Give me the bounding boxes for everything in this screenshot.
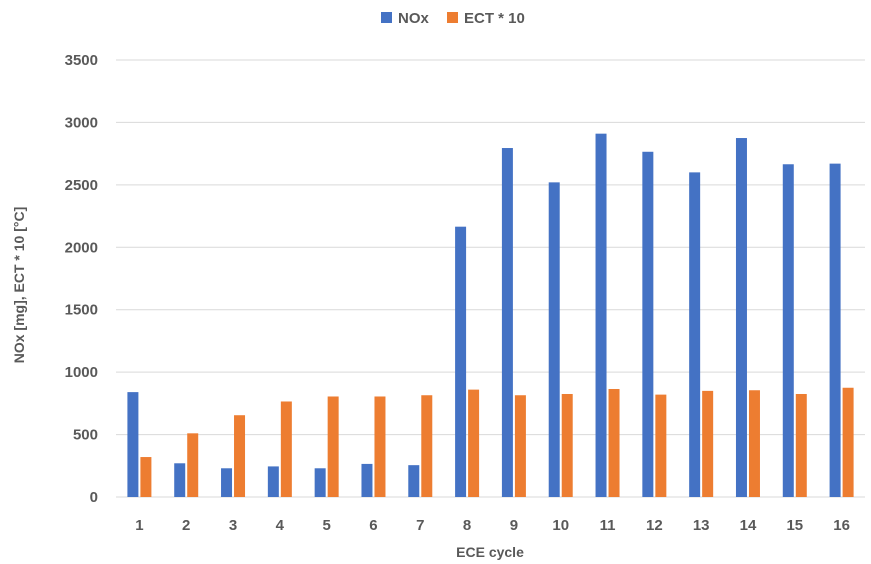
x-tick-label: 7 bbox=[416, 517, 424, 534]
bar-nox bbox=[782, 164, 794, 497]
bar-nox bbox=[642, 151, 654, 497]
legend-swatch bbox=[381, 12, 392, 23]
x-tick-label: 6 bbox=[369, 517, 377, 534]
bar-ect bbox=[795, 393, 807, 497]
y-tick-label: 1000 bbox=[65, 364, 98, 381]
legend-label: ECT * 10 bbox=[464, 10, 525, 27]
bar-nox bbox=[314, 468, 326, 497]
legend: NOx ECT * 10 bbox=[381, 10, 525, 27]
bar-ect bbox=[655, 394, 667, 497]
y-tick-label: 3500 bbox=[65, 52, 98, 69]
bar-nox bbox=[548, 182, 560, 498]
y-tick-label: 0 bbox=[90, 489, 98, 506]
y-tick-label: 2000 bbox=[65, 239, 98, 256]
bar-ect bbox=[374, 396, 386, 497]
bar-ect bbox=[187, 433, 199, 497]
y-tick-label: 2500 bbox=[65, 177, 98, 194]
x-tick-label: 2 bbox=[182, 517, 190, 534]
y-tick-label: 3000 bbox=[65, 114, 98, 131]
x-tick-label: 15 bbox=[786, 517, 803, 534]
bar-nox bbox=[689, 172, 701, 497]
x-tick-label: 9 bbox=[510, 517, 518, 534]
bar-nox bbox=[455, 226, 467, 498]
bar-ect bbox=[514, 395, 526, 497]
x-tick-label: 3 bbox=[229, 517, 237, 534]
bar-nox bbox=[174, 463, 186, 497]
x-tick-label: 4 bbox=[276, 517, 285, 534]
bar-nox bbox=[127, 392, 139, 497]
bar-nox bbox=[595, 133, 607, 497]
bar-nox bbox=[501, 148, 513, 497]
bar-nox bbox=[267, 466, 279, 497]
bar-ect bbox=[561, 393, 573, 497]
bars bbox=[127, 133, 854, 498]
legend-label: NOx bbox=[398, 10, 430, 27]
bar-ect bbox=[234, 415, 246, 497]
x-tick-label: 1 bbox=[135, 517, 143, 534]
x-tick-label: 8 bbox=[463, 517, 471, 534]
bar-ect bbox=[421, 395, 433, 497]
bar-ect bbox=[748, 390, 760, 497]
x-tick-label: 12 bbox=[646, 517, 663, 534]
y-tick-label: 1500 bbox=[65, 302, 98, 319]
bar-ect bbox=[468, 389, 480, 497]
x-tick-label: 13 bbox=[693, 517, 710, 534]
legend-swatch bbox=[447, 12, 458, 23]
x-axis-title: ECE cycle bbox=[456, 544, 524, 560]
x-tick-label: 5 bbox=[322, 517, 330, 534]
x-axis-ticks: 1 2 3 4 5 6 7 8 9 10 11 12 13 14 15 16 bbox=[135, 517, 850, 534]
bar-ect bbox=[702, 390, 714, 497]
x-tick-label: 16 bbox=[833, 517, 850, 534]
bar-nox bbox=[735, 138, 747, 498]
bar-ect bbox=[842, 387, 854, 497]
y-axis-ticks: 0 500 1000 1500 2000 2500 3000 3500 bbox=[65, 52, 98, 506]
bar-nox bbox=[408, 465, 420, 497]
bar-nox bbox=[829, 163, 841, 498]
bar-nox bbox=[221, 468, 233, 497]
bar-ect bbox=[327, 396, 339, 497]
bar-ect bbox=[608, 388, 620, 497]
y-axis-title: NOx [mg], ECT * 10 [°C] bbox=[11, 207, 27, 364]
x-tick-label: 10 bbox=[552, 517, 569, 534]
bar-ect bbox=[280, 401, 292, 497]
x-tick-label: 11 bbox=[600, 517, 616, 534]
y-tick-label: 500 bbox=[73, 427, 98, 444]
bar-nox bbox=[361, 463, 373, 497]
x-tick-label: 14 bbox=[740, 517, 757, 534]
bar-ect bbox=[140, 457, 152, 497]
